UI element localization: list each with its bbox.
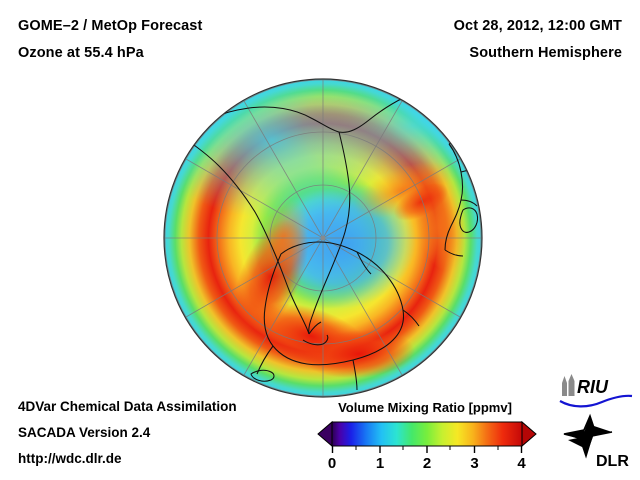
instrument-title: GOME–2 / MetOp Forecast <box>18 18 203 34</box>
globe-svg <box>163 78 483 398</box>
colorbar-tick-2: 2 <box>423 455 431 472</box>
globe-outline <box>163 78 483 398</box>
colorbar-minor-ticks <box>355 446 499 450</box>
hemisphere-label: Southern Hemisphere <box>469 45 622 61</box>
forecast-datetime: Oct 28, 2012, 12:00 GMT <box>453 18 622 34</box>
colorbar-gradient <box>331 421 523 447</box>
colorbar-svg: 0 1 2 3 4 <box>317 420 537 472</box>
riu-logo: RIU <box>556 374 636 408</box>
colorbar-title: Volume Mixing Ratio [ppmv] <box>338 400 512 415</box>
colorbar-high-extend <box>521 420 537 448</box>
colorbar-legend: Volume Mixing Ratio [ppmv] <box>300 400 550 472</box>
graticule-meridians <box>165 80 481 396</box>
colorbar-tick-3: 3 <box>470 455 478 472</box>
riu-logo-svg: RIU <box>559 374 633 408</box>
dlr-logo: DLR <box>560 412 638 472</box>
colorbar-ticklabels: 0 1 2 3 4 <box>328 455 527 472</box>
version-text: SACADA Version 2.4 <box>18 425 151 440</box>
colorbar-tick-0: 0 <box>328 455 336 472</box>
dlr-wordmark: DLR <box>596 453 629 470</box>
method-text: 4DVar Chemical Data Assimilation <box>18 399 237 414</box>
quantity-subtitle: Ozone at 55.4 hPa <box>18 45 144 61</box>
data-centre-url[interactable]: http://wdc.dlr.de <box>18 451 122 466</box>
colorbar-major-ticks <box>331 446 523 453</box>
colorbar-tick-1: 1 <box>376 455 384 472</box>
colorbar-low-extend <box>317 420 333 448</box>
riu-wordmark: RIU <box>577 377 609 397</box>
riu-wave-icon <box>559 394 633 408</box>
dlr-logo-svg: DLR <box>563 413 629 470</box>
colorbar-tick-4: 4 <box>517 455 526 472</box>
ozone-globe-map <box>163 78 483 398</box>
riu-spires-icon <box>562 374 575 396</box>
south-pole-marker <box>320 235 326 241</box>
dlr-pinwheel-outline <box>563 413 613 459</box>
